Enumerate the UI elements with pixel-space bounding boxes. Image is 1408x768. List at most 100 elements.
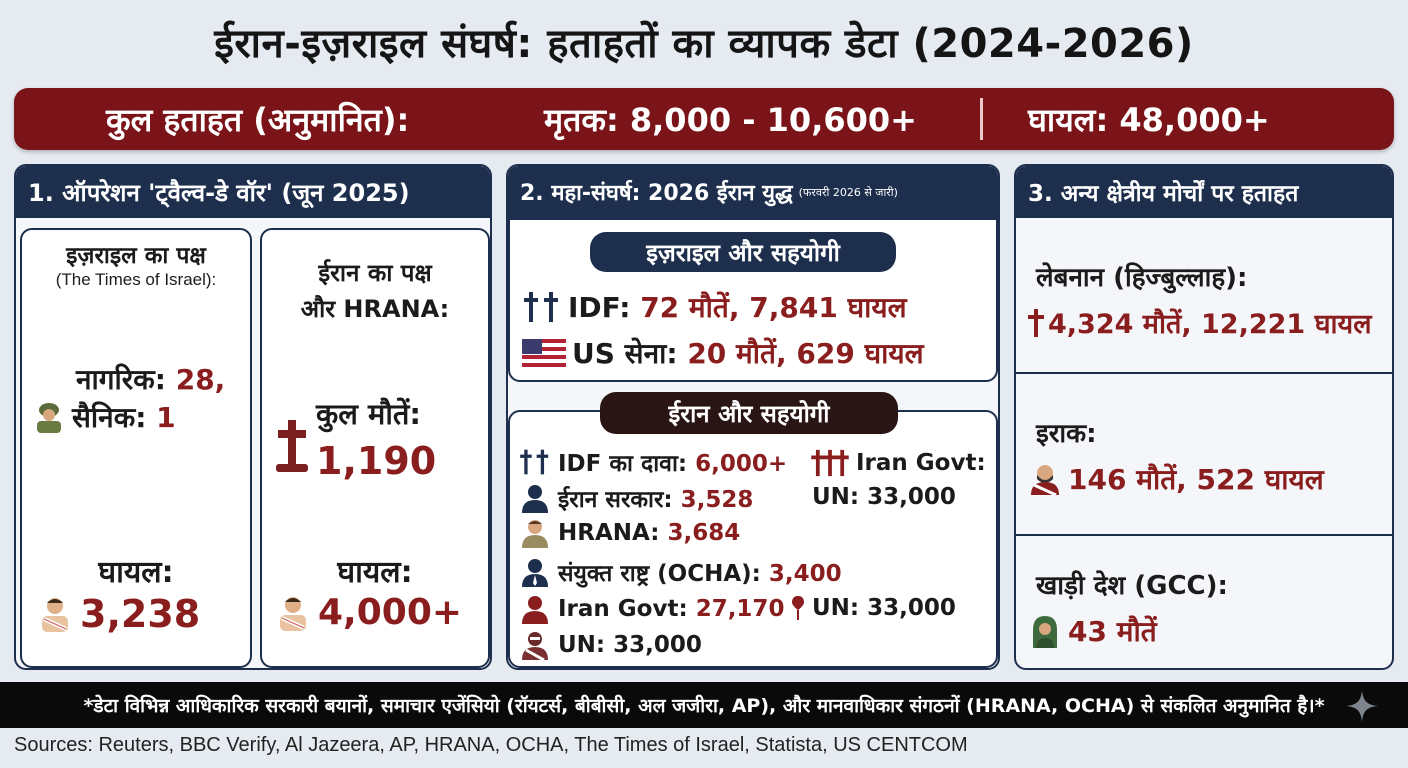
lebanon-injured: 12,221 घायल <box>1201 309 1372 340</box>
un-bottom: UN: 33,000 <box>558 632 702 658</box>
iran-allies-card: ईरान और सहयोगी IDF का दावा: 6,000+ Iran … <box>508 392 998 668</box>
iran-gov-row: ईरान सरकार: 3,528 <box>518 482 753 514</box>
un-right-top: UN: 33,000 <box>812 484 956 510</box>
iraq-injured: 522 घायल <box>1196 463 1324 496</box>
person-silhouette-icon <box>518 557 552 587</box>
israel-side-card: इज़राइल का पक्ष (The Times of Israel): न… <box>20 228 252 668</box>
triple-cross-icon <box>810 448 850 478</box>
israel-allies-card: इज़राइल और सहयोगी IDF: 72 मौतें, 7,841 घ… <box>508 218 998 382</box>
panel-twelve-day-war: 1. ऑपरेशन 'ट्वैल्व-डे वॉर' (जून 2025) इज… <box>14 164 492 670</box>
gulf-person-icon <box>1028 614 1062 648</box>
israel-allies-pill: इज़राइल और सहयोगी <box>590 232 896 272</box>
cross-icon <box>1026 307 1046 339</box>
ocha-row: संयुक्त राष्ट्र (OCHA): 3,400 <box>518 556 842 588</box>
person-silhouette-icon <box>518 518 552 548</box>
sparkle-icon <box>1344 688 1380 728</box>
iraq-row: 146 मौतें, 522 घायल <box>1028 460 1324 498</box>
iraq-deaths: 146 मौतें, <box>1068 463 1187 496</box>
sources-line: Sources: Reuters, BBC Verify, Al Jazeera… <box>14 734 968 756</box>
panel1-heading: 1. ऑपरेशन 'ट्वैल्व-डे वॉर' (जून 2025) <box>16 166 490 218</box>
gcc-row: 43 मौतें <box>1028 612 1157 650</box>
divider-1 <box>1016 372 1392 374</box>
panel2-heading-text: 2. महा-संघर्ष: 2026 ईरान युद्ध <box>520 181 793 206</box>
israel-injured-label: घायल: <box>98 555 174 590</box>
iran-side-title-2: और HRANA: <box>300 295 450 323</box>
banner-total-label: कुल हताहत (अनुमानित): <box>106 100 410 139</box>
injured-person-icon <box>36 595 74 633</box>
un-mid: UN: 33,000 <box>812 595 956 621</box>
page-title: ईरान-इज़राइल संघर्ष: हताहतों का व्यापक ड… <box>214 20 1194 67</box>
iran-injured-row: 4,000+ <box>274 592 462 633</box>
iran-govt2-row: Iran Govt: 27,170 <box>518 594 784 624</box>
iran-deaths-row: कुल मौतें: 1,190 <box>274 394 436 483</box>
person-silhouette-icon <box>518 594 552 624</box>
israel-injured-value: 3,238 <box>80 592 201 636</box>
ocha-value: 3,400 <box>768 561 842 587</box>
israel-side-title: इज़राइल का पक्ष <box>66 243 206 269</box>
iran-deaths-label: कुल मौतें: <box>316 397 422 431</box>
iran-gov-value: 3,528 <box>680 487 754 513</box>
iraq-title: इराक: <box>1036 419 1097 449</box>
iran-injured-label: घायल: <box>337 555 413 590</box>
civilians-value: 28, <box>175 363 226 396</box>
hrana-value: 3,684 <box>667 520 741 546</box>
us-flag-icon <box>522 339 566 367</box>
masked-person-icon <box>1028 463 1062 495</box>
divider-2 <box>1016 534 1392 536</box>
gcc-deaths: 43 मौतें <box>1068 615 1157 648</box>
total-casualties-banner: कुल हताहत (अनुमानित): मृतक: 8,000 - 10,6… <box>14 88 1394 150</box>
iran-injured-value: 4,000+ <box>318 592 463 633</box>
iran-govt-right-label: Iran Govt: <box>856 450 986 476</box>
panel-other-fronts: 3. अन्य क्षेत्रीय मोर्चों पर हताहत लेबना… <box>1014 164 1394 670</box>
ocha-label: संयुक्त राष्ट्र (OCHA): <box>558 561 761 587</box>
banner-separator <box>980 98 983 140</box>
panel3-heading: 3. अन्य क्षेत्रीय मोर्चों पर हताहत <box>1016 166 1392 218</box>
us-label: US सेना: <box>572 337 678 370</box>
hrana-row: HRANA: 3,684 <box>518 518 740 548</box>
idf-claim-value: 6,000+ <box>695 451 788 477</box>
hrana-label: HRANA: <box>558 520 660 546</box>
iran-govt2-label: Iran Govt: <box>558 596 688 622</box>
israel-injured-row: 3,238 <box>36 592 200 636</box>
un-bottom-row: UN: 33,000 <box>518 630 702 660</box>
gcc-title: खाड़ी देश (GCC): <box>1036 571 1228 601</box>
banner-dead: मृतक: 8,000 - 10,600+ <box>544 100 917 139</box>
iran-side-card: ईरान का पक्ष और HRANA: कुल मौतें: 1,190 … <box>260 228 490 668</box>
iran-gov-label: ईरान सरकार: <box>558 487 673 513</box>
grave-cross-icon <box>274 418 310 474</box>
idf-deaths: 72 मौतें, <box>640 291 740 324</box>
panel2-heading-note: (फरवरी 2026 से जारी) <box>798 185 898 199</box>
idf-claim-label: IDF का दावा: <box>558 451 688 477</box>
soldier-icon <box>32 400 66 434</box>
double-cross-icon <box>522 290 562 324</box>
iran-side-title-1: ईरान का पक्ष <box>318 259 432 287</box>
double-cross-icon <box>518 448 552 476</box>
iran-allies-pill: ईरान और सहयोगी <box>600 392 898 434</box>
iran-deaths-value: 1,190 <box>316 439 437 483</box>
injured-person-icon <box>274 594 312 632</box>
un-mid-row: UN: 33,000 <box>790 594 956 622</box>
lebanon-deaths: 4,324 मौतें, <box>1048 309 1192 340</box>
iran-govt-right-row: Iran Govt: <box>810 448 986 478</box>
panel2-heading: 2. महा-संघर्ष: 2026 ईरान युद्ध (फरवरी 20… <box>508 166 998 218</box>
lebanon-title: लेबनान (हिज्बुल्लाह): <box>1036 263 1248 293</box>
masked-person-icon <box>518 630 552 660</box>
banner-injured: घायल: 48,000+ <box>1028 100 1270 139</box>
us-injured: 629 घायल <box>796 337 924 370</box>
israel-side-source: (The Times of Israel): <box>55 270 217 289</box>
civilians-label: नागरिक: <box>76 363 166 396</box>
us-row: US सेना: 20 मौतें, 629 घायल <box>522 334 924 372</box>
idf-claim-row: IDF का दावा: 6,000+ <box>518 446 787 478</box>
soldiers-label: सैनिक: <box>72 401 147 434</box>
un-right-top-row: UN: 33,000 <box>812 484 956 510</box>
iran-govt2-value: 27,170 <box>695 596 785 622</box>
soldiers-value: 1 <box>156 401 176 434</box>
idf-label: IDF: <box>568 291 631 324</box>
footnote-bar: *डेटा विभिन्न आधिकारिक सरकारी बयानों, सम… <box>0 682 1408 728</box>
lebanon-row: 4,324 मौतें, 12,221 घायल <box>1026 304 1372 341</box>
israel-civilians-row: नागरिक: 28, <box>32 360 225 398</box>
israel-soldiers-row: सैनिक: 1 <box>32 398 176 436</box>
location-pin-icon <box>790 594 806 622</box>
idf-injured: 7,841 घायल <box>749 291 907 324</box>
idf-row: IDF: 72 मौतें, 7,841 घायल <box>522 288 907 326</box>
